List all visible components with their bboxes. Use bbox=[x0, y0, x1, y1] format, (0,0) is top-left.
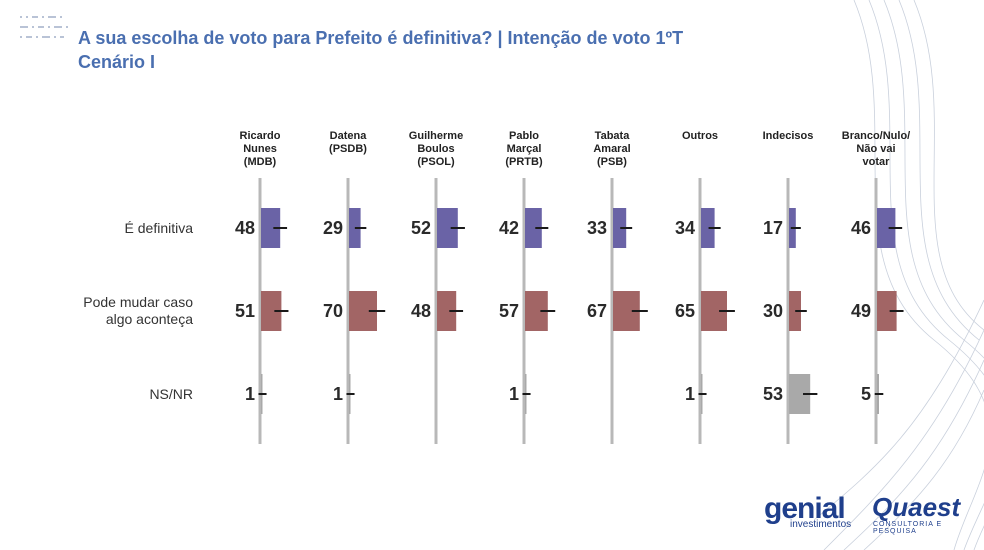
bar bbox=[877, 291, 897, 331]
chart-title: A sua escolha de voto para Prefeito é de… bbox=[78, 28, 684, 48]
data-label: 1 bbox=[509, 384, 519, 404]
data-label: 70 bbox=[323, 301, 343, 321]
genial-logo: genial bbox=[764, 492, 846, 525]
data-label: 53 bbox=[763, 384, 783, 404]
quaest-logo: Quaest bbox=[872, 492, 961, 522]
candidate-label-line: (MDB) bbox=[243, 156, 277, 168]
candidate-label-line: Boulos bbox=[417, 143, 455, 155]
row-label: É definitiva bbox=[73, 220, 193, 237]
candidate-label-line: Ricardo bbox=[239, 130, 281, 142]
data-label: 57 bbox=[499, 301, 519, 321]
candidate-label: Tabata Amaral (PSB) bbox=[567, 130, 657, 169]
candidate-label: Ricardo Nunes (MDB) bbox=[215, 130, 305, 169]
data-label: 1 bbox=[245, 384, 255, 404]
candidate-label: Outros bbox=[655, 130, 745, 143]
bar bbox=[437, 208, 458, 248]
bar bbox=[789, 291, 801, 331]
candidate-label-line: Pablo bbox=[509, 130, 539, 142]
data-label: 33 bbox=[587, 218, 607, 238]
data-label: 48 bbox=[235, 218, 255, 238]
row-label: Pode mudar caso algo aconteça bbox=[73, 294, 193, 328]
bar bbox=[261, 208, 281, 248]
chart-subtitle: Cenário I bbox=[78, 52, 156, 72]
row-label-line: algo aconteça bbox=[105, 311, 193, 327]
candidate-label-line: (PSDB) bbox=[329, 143, 367, 155]
candidate-label-line: (PSOL) bbox=[417, 156, 455, 168]
candidate-label-line: Datena bbox=[329, 130, 367, 142]
candidate-label: Datena (PSDB) bbox=[303, 130, 393, 156]
data-label: 42 bbox=[499, 218, 519, 238]
data-label: 1 bbox=[333, 384, 343, 404]
row-label-line: É definitiva bbox=[124, 219, 193, 236]
data-label: 48 bbox=[411, 301, 431, 321]
candidate-label: Guilherme Boulos (PSOL) bbox=[391, 130, 481, 169]
candidate-label: Pablo Marçal (PRTB) bbox=[479, 130, 569, 169]
data-label: 49 bbox=[851, 301, 871, 321]
bar bbox=[525, 208, 542, 248]
data-label: 65 bbox=[675, 301, 695, 321]
data-label: 46 bbox=[851, 218, 871, 238]
bar bbox=[613, 208, 627, 248]
quaest-logo-subtitle: CONSULTORIA E PESQUISA bbox=[873, 521, 943, 535]
genial-logo-subtitle: investimentos bbox=[790, 519, 852, 530]
row-label: NS/NR bbox=[73, 386, 193, 403]
bar bbox=[789, 374, 811, 414]
data-label: 34 bbox=[675, 218, 695, 238]
candidate-label: Branco/Nulo/Não vai votar bbox=[831, 130, 921, 169]
candidate-label-line: Não vai bbox=[856, 143, 896, 155]
row-label-line: Pode mudar caso bbox=[83, 294, 193, 310]
candidate-label-line: (PSB) bbox=[597, 156, 627, 168]
candidate-label-line: (PRTB) bbox=[505, 156, 543, 168]
row-label-line: NS/NR bbox=[149, 385, 193, 402]
bar bbox=[437, 291, 457, 331]
candidate-label-line: Nunes bbox=[243, 143, 277, 155]
data-label: 51 bbox=[235, 301, 255, 321]
decorative-dots bbox=[20, 16, 68, 38]
candidate-label-line: Guilherme bbox=[408, 130, 464, 142]
candidate-label: Indecisos bbox=[743, 130, 833, 143]
candidate-label-line: votar bbox=[862, 156, 890, 168]
data-label: 1 bbox=[685, 384, 695, 404]
data-label: 5 bbox=[861, 384, 871, 404]
bar bbox=[525, 291, 548, 331]
candidate-label-line: Branco/Nulo/ bbox=[841, 130, 911, 142]
candidate-label-line: Amaral bbox=[593, 143, 631, 155]
data-label: 52 bbox=[411, 218, 431, 238]
data-label: 29 bbox=[323, 218, 343, 238]
bar bbox=[349, 208, 361, 248]
decorative-wave-lines bbox=[814, 0, 984, 550]
candidate-label-line: Outros bbox=[681, 130, 719, 142]
candidate-label-line: Tabata bbox=[594, 130, 630, 142]
data-label: 17 bbox=[763, 218, 783, 238]
candidate-label-line: Marçal bbox=[506, 143, 542, 155]
data-label: 67 bbox=[587, 301, 607, 321]
bar bbox=[701, 208, 715, 248]
data-label: 30 bbox=[763, 301, 783, 321]
bar bbox=[261, 291, 282, 331]
candidate-label-line: Indecisos bbox=[762, 130, 814, 142]
bar bbox=[877, 208, 896, 248]
